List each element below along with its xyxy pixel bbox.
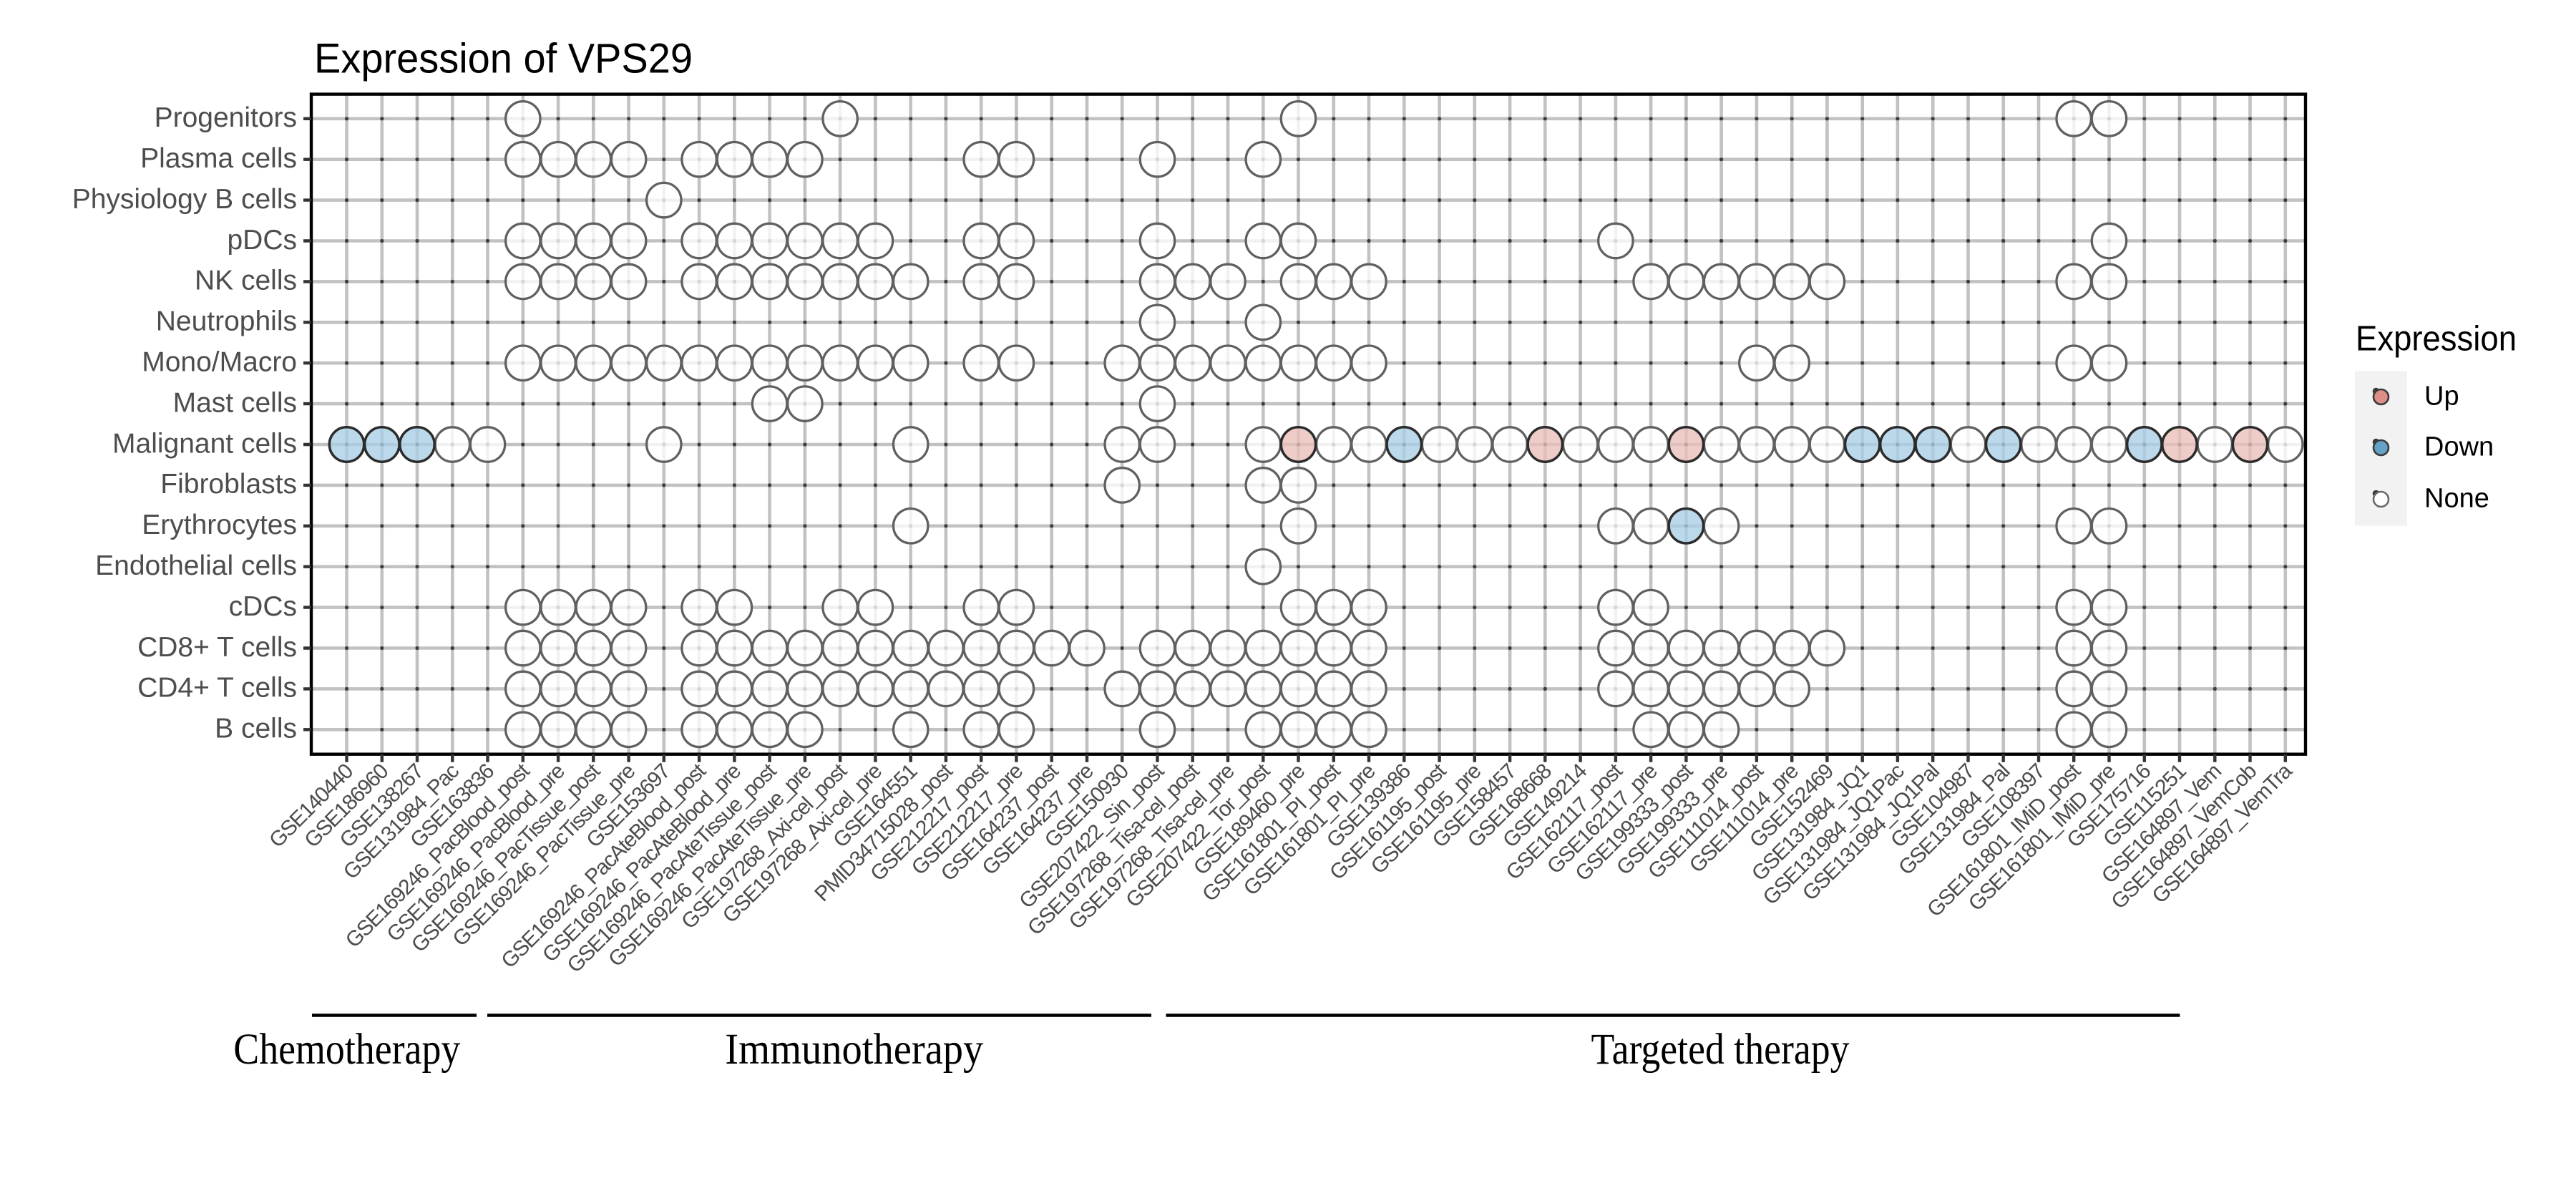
svg-text:Expression: Expression bbox=[2356, 320, 2517, 359]
svg-text:Plasma cells: Plasma cells bbox=[140, 143, 297, 174]
svg-text:pDCs: pDCs bbox=[227, 225, 297, 256]
svg-text:CD4+ T cells: CD4+ T cells bbox=[137, 673, 297, 704]
svg-text:Down: Down bbox=[2424, 432, 2494, 462]
svg-text:B cells: B cells bbox=[215, 714, 297, 744]
svg-text:Erythrocytes: Erythrocytes bbox=[142, 510, 297, 540]
svg-text:None: None bbox=[2424, 484, 2489, 514]
svg-text:Immunotherapy: Immunotherapy bbox=[725, 1026, 983, 1074]
svg-text:NK cells: NK cells bbox=[195, 266, 297, 296]
svg-text:Up: Up bbox=[2424, 381, 2459, 412]
svg-text:Physiology B cells: Physiology B cells bbox=[72, 184, 297, 215]
svg-text:Mast cells: Mast cells bbox=[173, 387, 297, 418]
svg-text:Progenitors: Progenitors bbox=[155, 102, 297, 133]
svg-text:Mono/Macro: Mono/Macro bbox=[142, 346, 297, 377]
svg-text:cDCs: cDCs bbox=[229, 591, 297, 622]
svg-text:Neutrophils: Neutrophils bbox=[156, 306, 297, 337]
svg-text:Endothelial cells: Endothelial cells bbox=[95, 550, 297, 581]
svg-text:Chemotherapy: Chemotherapy bbox=[233, 1026, 460, 1074]
svg-text:Expression of VPS29: Expression of VPS29 bbox=[314, 36, 693, 82]
svg-text:Fibroblasts: Fibroblasts bbox=[160, 469, 297, 500]
svg-text:Targeted therapy: Targeted therapy bbox=[1591, 1026, 1850, 1074]
svg-text:Malignant cells: Malignant cells bbox=[112, 428, 297, 459]
svg-text:CD8+ T cells: CD8+ T cells bbox=[137, 632, 297, 663]
